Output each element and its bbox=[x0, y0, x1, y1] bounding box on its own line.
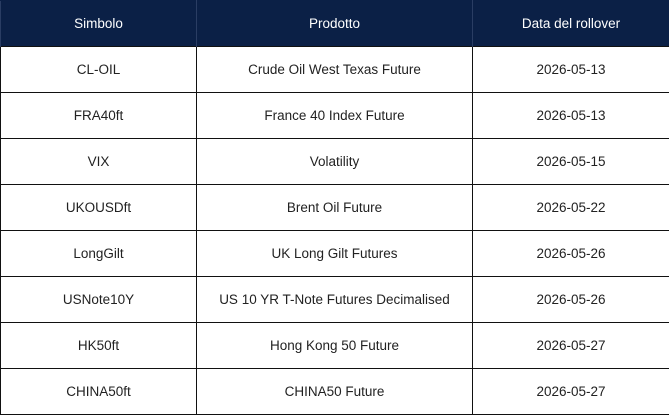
cell-symbol: LongGilt bbox=[0, 230, 197, 277]
table-body: CL-OIL Crude Oil West Texas Future 2026-… bbox=[0, 46, 669, 415]
cell-symbol: UKOUSDft bbox=[0, 184, 197, 231]
cell-rollover-date: 2026-05-15 bbox=[472, 138, 669, 185]
header-prodotto: Prodotto bbox=[196, 0, 473, 47]
cell-rollover-date: 2026-05-26 bbox=[472, 276, 669, 323]
cell-rollover-date: 2026-05-26 bbox=[472, 230, 669, 277]
cell-symbol: CHINA50ft bbox=[0, 368, 197, 415]
cell-symbol: FRA40ft bbox=[0, 92, 197, 139]
cell-product: Volatility bbox=[196, 138, 473, 185]
table-row: LongGilt UK Long Gilt Futures 2026-05-26 bbox=[0, 230, 669, 277]
cell-rollover-date: 2026-05-22 bbox=[472, 184, 669, 231]
table-row: HK50ft Hong Kong 50 Future 2026-05-27 bbox=[0, 322, 669, 369]
cell-product: Crude Oil West Texas Future bbox=[196, 46, 473, 93]
cell-rollover-date: 2026-05-13 bbox=[472, 92, 669, 139]
header-row: Simbolo Prodotto Data del rollover bbox=[0, 0, 669, 47]
cell-product: France 40 Index Future bbox=[196, 92, 473, 139]
cell-symbol: HK50ft bbox=[0, 322, 197, 369]
cell-product: UK Long Gilt Futures bbox=[196, 230, 473, 277]
cell-symbol: CL-OIL bbox=[0, 46, 197, 93]
table-row: CL-OIL Crude Oil West Texas Future 2026-… bbox=[0, 46, 669, 93]
cell-rollover-date: 2026-05-27 bbox=[472, 322, 669, 369]
cell-product: US 10 YR T-Note Futures Decimalised bbox=[196, 276, 473, 323]
header-data-rollover: Data del rollover bbox=[472, 0, 669, 47]
table-row: FRA40ft France 40 Index Future 2026-05-1… bbox=[0, 92, 669, 139]
table-header: Simbolo Prodotto Data del rollover bbox=[0, 0, 669, 47]
cell-product: Brent Oil Future bbox=[196, 184, 473, 231]
cell-symbol: USNote10Y bbox=[0, 276, 197, 323]
table-row: UKOUSDft Brent Oil Future 2026-05-22 bbox=[0, 184, 669, 231]
cell-product: CHINA50 Future bbox=[196, 368, 473, 415]
table-row: VIX Volatility 2026-05-15 bbox=[0, 138, 669, 185]
cell-rollover-date: 2026-05-27 bbox=[472, 368, 669, 415]
cell-product: Hong Kong 50 Future bbox=[196, 322, 473, 369]
header-simbolo: Simbolo bbox=[0, 0, 197, 47]
cell-rollover-date: 2026-05-13 bbox=[472, 46, 669, 93]
table-row: CHINA50ft CHINA50 Future 2026-05-27 bbox=[0, 368, 669, 415]
cell-symbol: VIX bbox=[0, 138, 197, 185]
table-row: USNote10Y US 10 YR T-Note Futures Decima… bbox=[0, 276, 669, 323]
